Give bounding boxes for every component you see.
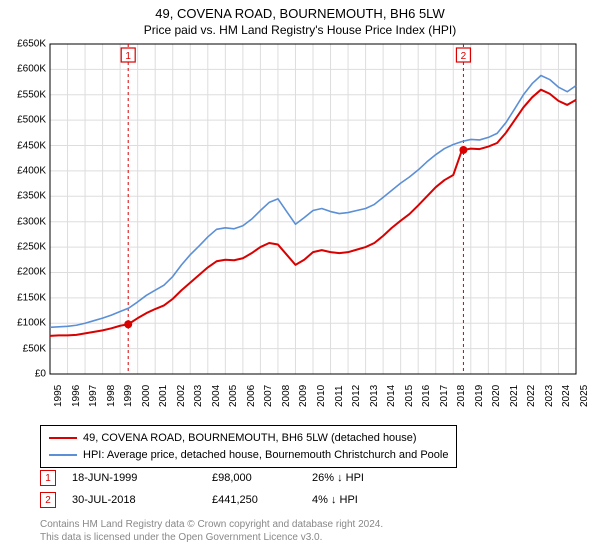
sale-1-pct: 26% ↓ HPI <box>312 472 432 484</box>
sale-1-date: 18-JUN-1999 <box>56 472 212 484</box>
chart-container: 49, COVENA ROAD, BOURNEMOUTH, BH6 5LW Pr… <box>0 0 600 560</box>
sale-row-1: 1 18-JUN-1999 £98,000 26% ↓ HPI <box>40 470 560 486</box>
legend-label: HPI: Average price, detached house, Bour… <box>83 449 448 461</box>
legend-label: 49, COVENA ROAD, BOURNEMOUTH, BH6 5LW (d… <box>83 432 417 444</box>
legend: 49, COVENA ROAD, BOURNEMOUTH, BH6 5LW (d… <box>40 425 457 468</box>
sale-2-price: £441,250 <box>212 494 312 506</box>
legend-item: HPI: Average price, detached house, Bour… <box>49 447 448 464</box>
sale-2-date: 30-JUL-2018 <box>56 494 212 506</box>
legend-item: 49, COVENA ROAD, BOURNEMOUTH, BH6 5LW (d… <box>49 430 448 447</box>
footnote-line2: This data is licensed under the Open Gov… <box>40 531 383 544</box>
svg-text:2: 2 <box>461 51 467 62</box>
footnote: Contains HM Land Registry data © Crown c… <box>40 518 383 544</box>
sale-2-pct: 4% ↓ HPI <box>312 494 432 506</box>
svg-text:1: 1 <box>125 51 131 62</box>
chart-plot: 12 <box>0 0 600 420</box>
sale-row-2: 2 30-JUL-2018 £441,250 4% ↓ HPI <box>40 492 560 508</box>
sale-marker-2-icon: 2 <box>40 492 56 508</box>
legend-swatch <box>49 437 77 439</box>
sale-marker-1-icon: 1 <box>40 470 56 486</box>
sale-1-price: £98,000 <box>212 472 312 484</box>
legend-swatch <box>49 454 77 456</box>
footnote-line1: Contains HM Land Registry data © Crown c… <box>40 518 383 531</box>
